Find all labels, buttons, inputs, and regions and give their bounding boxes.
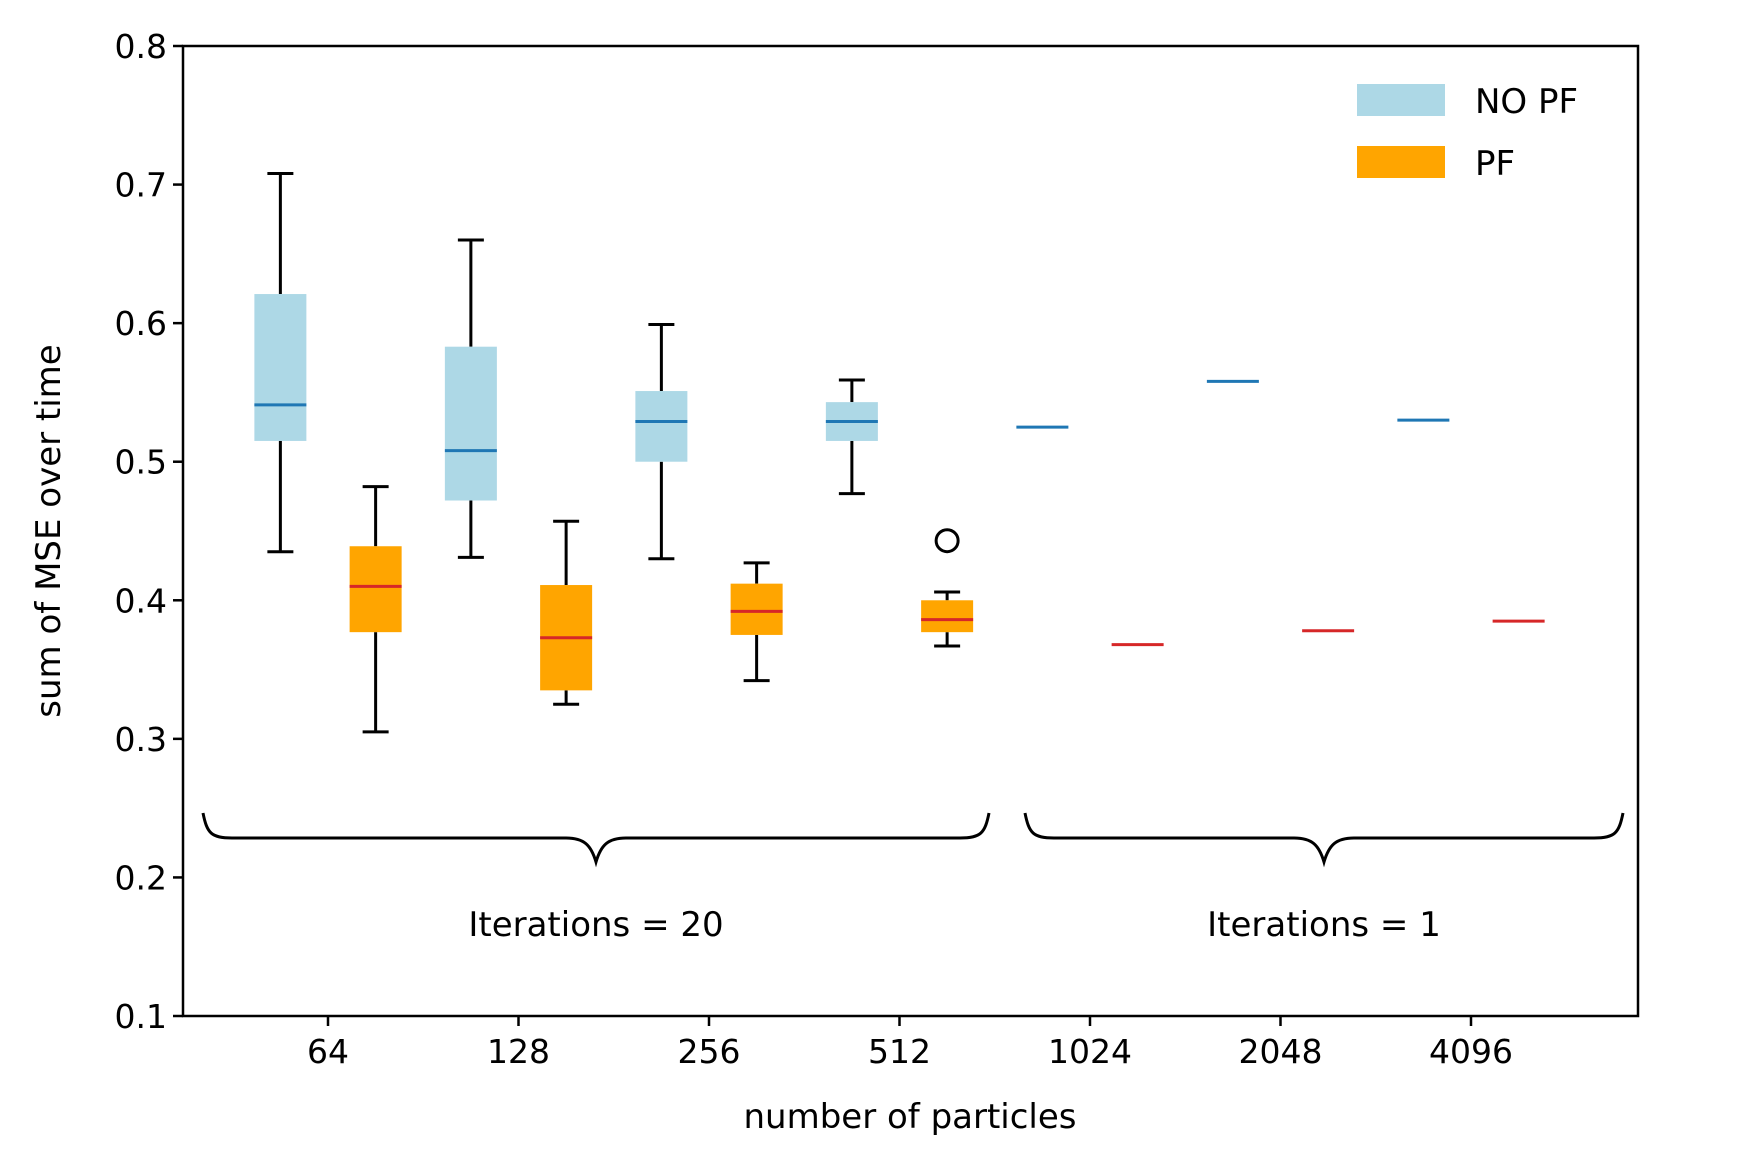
box-iqr — [921, 600, 974, 633]
iterations-20-label: Iterations = 20 — [468, 905, 723, 945]
box-iqr — [254, 294, 307, 441]
box-pf-256 — [730, 561, 783, 683]
y-tick-label: 0.5 — [115, 443, 167, 482]
box-iqr — [635, 391, 688, 462]
y-tick-label: 0.3 — [115, 720, 167, 759]
legend-label-pf: PF — [1475, 144, 1515, 184]
x-axis-label: number of particles — [743, 1097, 1076, 1137]
box-no-pf-64 — [254, 171, 307, 554]
legend: NO PF PF — [1357, 82, 1578, 184]
legend-swatch-no-pf — [1357, 84, 1445, 116]
y-tick-label: 0.7 — [115, 166, 167, 205]
x-tick-label-4096: 4096 — [1429, 1032, 1513, 1071]
x-tick-label-64: 64 — [307, 1032, 349, 1071]
y-axis: 0.1 0.2 0.3 0.4 0.5 0.6 0.7 0.8 — [115, 27, 183, 1036]
x-tick-label-2048: 2048 — [1239, 1032, 1323, 1071]
iterations-1-brace — [1023, 812, 1625, 868]
legend-label-no-pf: NO PF — [1475, 82, 1578, 122]
box-iqr — [730, 583, 783, 635]
plot-frame — [181, 44, 1640, 1018]
y-tick-label: 0.6 — [115, 304, 167, 343]
x-tick-label-256: 256 — [678, 1032, 741, 1071]
box-iqr — [349, 546, 402, 633]
y-axis-label: sum of MSE over time — [29, 344, 69, 717]
iterations-20-brace — [201, 812, 991, 868]
legend-swatch-pf — [1357, 146, 1445, 178]
box-no-pf-256 — [635, 323, 688, 561]
y-tick-label: 0.2 — [115, 858, 167, 897]
iterations-1-label: Iterations = 1 — [1207, 905, 1441, 945]
outlier-point — [934, 528, 960, 554]
box-no-pf-512 — [825, 378, 878, 496]
y-tick-label: 0.4 — [115, 581, 167, 620]
box-pf-128 — [540, 519, 593, 706]
x-axis: 64 128 256 512 1024 2048 4096 — [307, 1016, 1513, 1071]
x-tick-label-512: 512 — [868, 1032, 931, 1071]
y-tick-label: 0.1 — [115, 997, 167, 1036]
box-pf-64 — [349, 485, 402, 734]
box-no-pf-128 — [444, 238, 497, 559]
box-pf-512 — [921, 528, 974, 648]
box-series — [254, 171, 1545, 734]
y-tick-label: 0.8 — [115, 27, 167, 66]
box-iqr — [444, 346, 497, 501]
x-tick-label-128: 128 — [487, 1032, 550, 1071]
x-tick-label-1024: 1024 — [1048, 1032, 1132, 1071]
